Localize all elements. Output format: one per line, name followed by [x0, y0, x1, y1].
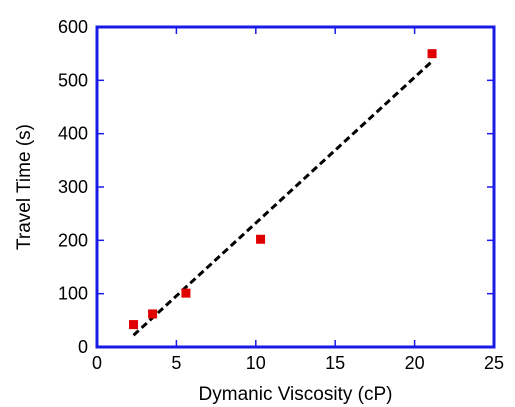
x-tick-labels: 0 5 10 15 20 25	[92, 353, 504, 373]
x-tick-label: 5	[171, 353, 181, 373]
y-tick-label: 600	[58, 17, 88, 37]
x-tick-label: 20	[405, 353, 425, 373]
x-tick-label: 0	[92, 353, 102, 373]
fit-line	[132, 61, 432, 337]
fit-layer	[132, 61, 432, 337]
points-layer	[129, 49, 437, 330]
y-tick-label: 400	[58, 124, 88, 144]
x-tick-label: 15	[325, 353, 345, 373]
data-point	[181, 288, 191, 298]
y-tick-label: 300	[58, 177, 88, 197]
tick-layer	[96, 26, 495, 348]
y-tick-label: 0	[78, 337, 88, 357]
plot-frame	[95, 25, 496, 349]
y-tick-labels: 0 100 200 300 400 500 600	[58, 17, 88, 357]
data-point	[427, 49, 437, 59]
x-axis-title: Dymanic Viscosity (cP)	[199, 384, 393, 405]
y-tick-label: 100	[58, 284, 88, 304]
y-tick-label: 200	[58, 230, 88, 250]
y-tick-label: 500	[58, 70, 88, 90]
data-point	[148, 309, 158, 319]
y-axis-title: Travel Time (s)	[14, 124, 35, 250]
x-tick-label: 10	[246, 353, 266, 373]
data-point	[129, 320, 139, 330]
data-point	[256, 234, 266, 244]
x-tick-label: 25	[484, 353, 504, 373]
